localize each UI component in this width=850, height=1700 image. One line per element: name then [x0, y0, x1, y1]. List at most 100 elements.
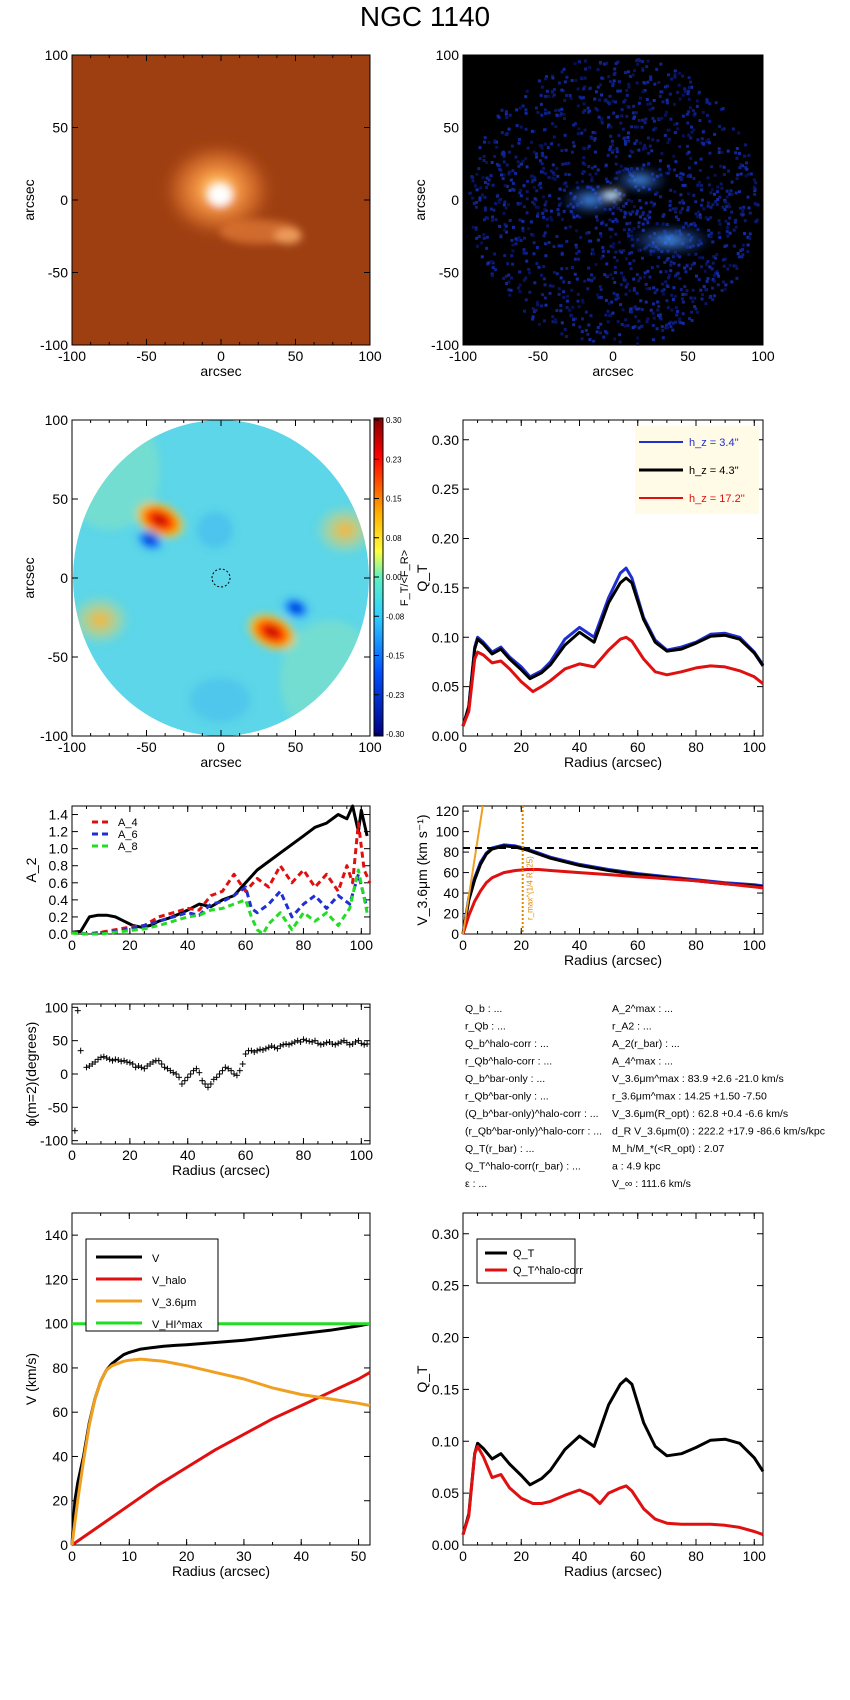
- bar-phase-xtick-label: 40: [180, 1147, 196, 1163]
- noise-pixel: [572, 318, 576, 322]
- noise-pixel: [688, 86, 691, 89]
- noise-pixel: [500, 173, 503, 177]
- noise-pixel: [670, 293, 674, 297]
- rotation-curve-36-xtick-label: 100: [743, 937, 767, 953]
- image-optical-xtick-label: -100: [58, 348, 86, 364]
- noise-pixel: [564, 148, 568, 152]
- phase-point: [202, 1081, 209, 1087]
- noise-pixel: [643, 143, 647, 147]
- noise-pixel: [647, 151, 651, 155]
- noise-pixel: [718, 222, 722, 226]
- noise-pixel: [565, 299, 569, 303]
- noise-pixel: [531, 200, 535, 204]
- noise-pixel: [747, 172, 751, 176]
- phase-point: [248, 1047, 255, 1054]
- param-right-label: V_∞ : 111.6 km/s: [612, 1178, 691, 1190]
- noise-pixel: [660, 152, 664, 155]
- noise-pixel: [744, 174, 748, 178]
- noise-pixel: [603, 99, 607, 103]
- noise-pixel: [682, 114, 685, 118]
- noise-pixel: [641, 256, 644, 260]
- noise-pixel: [545, 89, 549, 93]
- noise-pixel: [541, 154, 545, 158]
- noise-pixel: [521, 226, 525, 230]
- noise-pixel: [562, 290, 566, 294]
- noise-pixel: [562, 280, 566, 284]
- noise-pixel: [582, 102, 586, 106]
- param-right-label: r_3.6μm^max : 14.25 +1.50 -7.50: [612, 1091, 767, 1103]
- param-left-label: r_Qb^halo-corr : ...: [465, 1056, 552, 1068]
- param-right-label: V_3.6μm^max : 83.9 +2.6 -21.0 km/s: [612, 1073, 784, 1085]
- noise-pixel: [552, 88, 556, 91]
- noise-pixel: [594, 90, 598, 94]
- noise-pixel: [623, 324, 627, 328]
- noise-pixel: [735, 147, 739, 150]
- noise-pixel: [690, 125, 693, 129]
- noise-pixel: [676, 90, 680, 94]
- noise-pixel: [602, 335, 606, 339]
- noise-pixel: [738, 166, 742, 170]
- noise-pixel: [672, 261, 676, 265]
- noise-pixel: [520, 162, 523, 166]
- colorbar-tick-label: 0.00: [386, 573, 402, 582]
- rotation-curve-halo-ytick-label: 40: [52, 1448, 68, 1464]
- phase-point: [135, 1063, 142, 1069]
- noise-pixel: [653, 291, 657, 295]
- image-residual-xtick-label: 100: [751, 348, 775, 364]
- noise-pixel: [649, 308, 653, 312]
- phase-point: [161, 1064, 168, 1071]
- noise-pixel: [559, 309, 563, 313]
- noise-pixel: [599, 83, 602, 87]
- noise-pixel: [688, 317, 691, 321]
- noise-pixel: [633, 115, 637, 119]
- noise-pixel: [715, 272, 719, 276]
- qt-profiles-xtick-label: 80: [688, 739, 704, 755]
- noise-pixel: [632, 277, 636, 281]
- noise-pixel: [660, 325, 664, 329]
- noise-pixel: [719, 182, 723, 186]
- noise-pixel: [544, 200, 548, 204]
- noise-pixel: [622, 193, 626, 197]
- noise-pixel: [674, 160, 678, 164]
- noise-pixel: [674, 306, 678, 309]
- noise-pixel: [614, 218, 618, 222]
- noise-pixel: [658, 159, 662, 163]
- noise-pixel: [565, 75, 569, 79]
- noise-pixel: [546, 224, 550, 228]
- noise-pixel: [651, 311, 655, 315]
- noise-pixel: [536, 246, 539, 250]
- noise-pixel: [740, 255, 744, 259]
- noise-pixel: [714, 101, 718, 105]
- noise-pixel: [599, 295, 603, 299]
- noise-pixel: [579, 235, 583, 239]
- legend-label: Q_T^halo-corr: [513, 1265, 583, 1277]
- legend-label: h_z = 17.2'': [689, 493, 745, 505]
- noise-pixel: [543, 319, 546, 323]
- noise-pixel: [708, 265, 712, 269]
- noise-pixel: [611, 99, 615, 103]
- noise-pixel: [680, 297, 684, 301]
- force-ratio-map-xlabel: arcsec: [200, 754, 241, 770]
- force-ratio-map-xtick-label: -50: [136, 739, 156, 755]
- noise-pixel: [596, 85, 600, 89]
- noise-pixel: [689, 136, 693, 140]
- noise-pixel: [541, 293, 545, 297]
- noise-pixel: [599, 232, 603, 236]
- noise-pixel: [519, 239, 523, 242]
- legend-label: A_4: [118, 817, 138, 829]
- residual-bright-features: [560, 166, 715, 256]
- force-ratio-map-ytick-label: -100: [40, 728, 68, 744]
- noise-pixel: [525, 197, 529, 201]
- noise-pixel: [756, 203, 760, 207]
- noise-pixel: [508, 219, 512, 222]
- noise-pixel: [743, 219, 747, 223]
- noise-pixel: [581, 111, 585, 114]
- noise-pixel: [552, 245, 556, 249]
- noise-pixel: [514, 242, 518, 246]
- noise-pixel: [614, 155, 618, 159]
- noise-pixel: [741, 209, 745, 213]
- noise-pixel: [633, 325, 637, 328]
- noise-pixel: [754, 181, 758, 185]
- noise-pixel: [501, 150, 505, 154]
- noise-pixel: [543, 296, 547, 300]
